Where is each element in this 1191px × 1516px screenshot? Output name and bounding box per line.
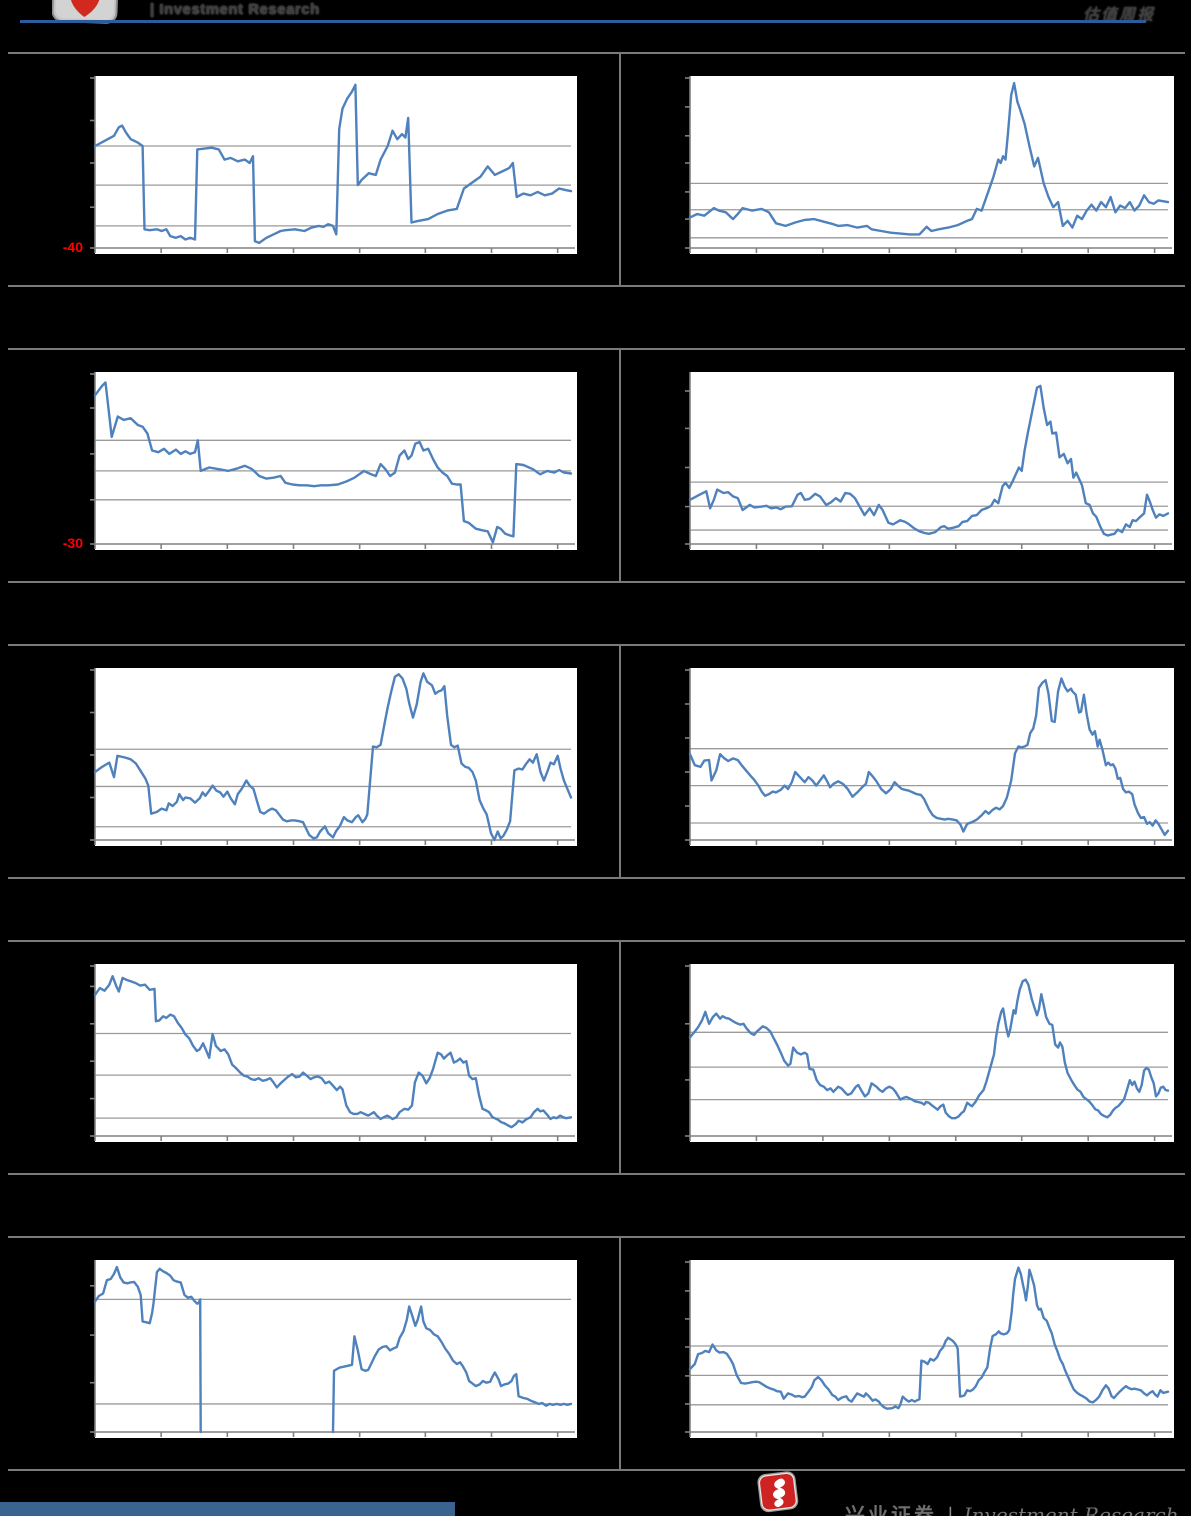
chart-plot	[90, 1260, 577, 1438]
chart-plot	[90, 668, 577, 846]
chart-r4-right	[615, 942, 1181, 1168]
table-border-vertical	[619, 1236, 621, 1469]
table-border-horizontal	[8, 1173, 1185, 1175]
footer-brand-logo	[742, 1470, 814, 1516]
table-border-horizontal	[8, 644, 1185, 646]
table-border-horizontal	[8, 581, 1185, 583]
header-report-type: 估值周报	[1082, 5, 1155, 24]
series-line	[688, 677, 1170, 837]
table-border-horizontal	[8, 285, 1185, 287]
footer-accent-bar	[0, 1502, 455, 1516]
chart-plot	[90, 372, 577, 550]
chart-r1-left: -40	[25, 54, 585, 280]
chart-plot	[685, 76, 1174, 254]
series-line	[93, 672, 573, 842]
y-axis-min-label: -40	[62, 239, 83, 255]
chart-plot	[90, 76, 577, 254]
chart-r3-right	[615, 646, 1181, 872]
table-border-horizontal	[8, 52, 1185, 54]
table-border-vertical	[619, 940, 621, 1173]
chart-r2-left: -30	[25, 350, 585, 576]
table-border-horizontal	[8, 348, 1185, 350]
header-rule	[20, 20, 1146, 23]
brand-logo-icon	[757, 1471, 799, 1513]
footer-separator: |	[947, 1503, 954, 1516]
table-border-horizontal	[8, 1236, 1185, 1238]
series-line	[688, 384, 1170, 537]
chart-plot	[685, 1260, 1174, 1438]
series-line	[93, 1265, 202, 1434]
series-line	[93, 975, 573, 1129]
table-border-vertical	[619, 52, 621, 285]
table-border-horizontal	[8, 1469, 1185, 1471]
series-line	[331, 1305, 573, 1434]
chart-r3-left	[25, 646, 585, 872]
footer-brand-en: Investment Research	[963, 1503, 1179, 1516]
table-border-horizontal	[8, 877, 1185, 879]
chart-plot	[685, 372, 1174, 550]
y-axis-min-label: -30	[62, 535, 83, 551]
footer-brand-cn: 兴业证券	[845, 1503, 937, 1516]
series-line	[688, 1266, 1170, 1410]
series-line	[688, 81, 1170, 236]
series-line	[93, 83, 573, 245]
chart-r5-left	[25, 1238, 585, 1464]
chart-plot	[90, 964, 577, 1142]
chart-r5-right	[615, 1238, 1181, 1464]
header-division-title: | Investment Research	[150, 1, 320, 18]
table-border-vertical	[619, 644, 621, 877]
series-line	[688, 978, 1170, 1120]
chart-r2-right	[615, 350, 1181, 576]
table-border-vertical	[619, 348, 621, 581]
table-border-horizontal	[8, 940, 1185, 942]
chart-r1-right	[615, 54, 1181, 280]
series-line	[93, 381, 573, 544]
footer-brand-text: 兴业证券 | Investment Research	[845, 1499, 1179, 1516]
chart-r4-left	[25, 942, 585, 1168]
chart-plot	[685, 668, 1174, 846]
chart-plot	[685, 964, 1174, 1142]
